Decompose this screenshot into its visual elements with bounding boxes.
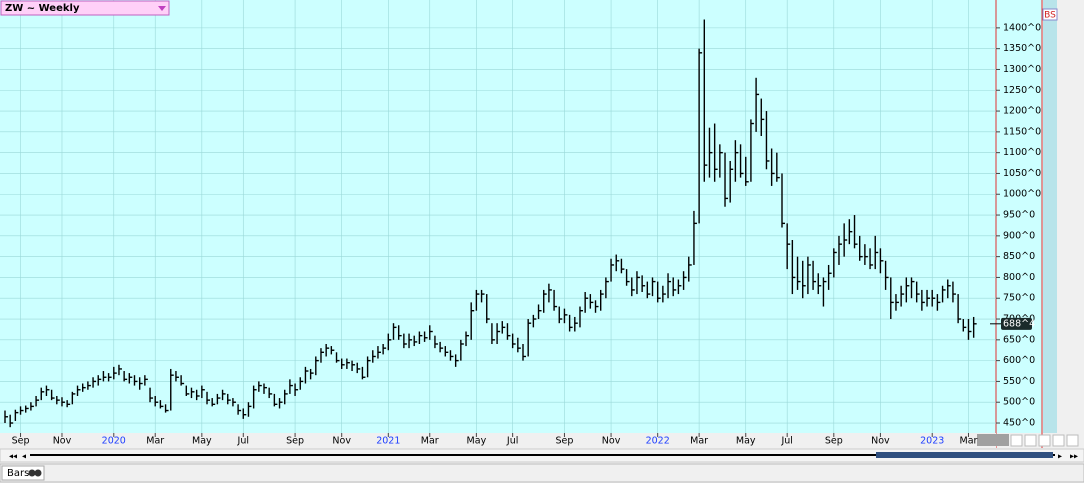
y-tick-label: 1000^0 (1003, 189, 1041, 200)
bars (4, 19, 977, 428)
x-tick-label: Sep (825, 436, 843, 447)
x-tick-label: Mar (146, 436, 164, 447)
plot-area (0, 0, 996, 433)
scroll-first[interactable]: ◂◂ (9, 452, 17, 461)
tab-icon (28, 469, 36, 477)
x-tick-label: Jul (506, 436, 518, 447)
last-price-label: 688^4 (1003, 318, 1035, 329)
tab-label[interactable]: Bars (7, 468, 29, 479)
y-tick-label: 1350^0 (1003, 43, 1041, 54)
tab[interactable] (1, 465, 45, 481)
x-tick-label: Sep (286, 436, 304, 447)
x-tick-label: Nov (332, 436, 351, 447)
x-tick-label: 2022 (646, 436, 670, 447)
y-tick-label: 750^0 (1003, 293, 1035, 304)
side-panel (1043, 0, 1057, 433)
nav-button[interactable] (1052, 434, 1065, 447)
nav-button[interactable] (1024, 434, 1037, 447)
nav-button[interactable] (1066, 434, 1079, 447)
y-tick-label: 800^0 (1003, 272, 1035, 283)
x-tick-label: Jul (237, 436, 249, 447)
x-tick-label: Sep (555, 436, 573, 447)
scroll-right[interactable]: ▸ (1058, 452, 1062, 461)
price-axis-area (996, 0, 1042, 433)
scroll-left[interactable]: ◂ (22, 452, 26, 461)
x-tick-label: Nov (53, 436, 72, 447)
x-tick-label: 2020 (102, 436, 126, 447)
scroll-marker (977, 434, 1009, 446)
x-tick-label: Nov (602, 436, 621, 447)
x-tick-label: Nov (871, 436, 890, 447)
y-tick-label: 1250^0 (1003, 85, 1041, 96)
x-tick-label: Sep (12, 436, 30, 447)
y-tick-label: 1100^0 (1003, 147, 1041, 158)
y-tick-label: 850^0 (1003, 251, 1035, 262)
y-tick-label: 950^0 (1003, 210, 1035, 221)
x-tick-label: May (736, 436, 756, 447)
x-tick-label: Mar (421, 436, 439, 447)
x-tick-label: Jul (780, 436, 792, 447)
scroll-last[interactable]: ▸▸ (1070, 452, 1078, 461)
dropdown-arrow[interactable] (158, 6, 166, 11)
bs-icon[interactable]: BS (1044, 11, 1056, 21)
grid (0, 0, 996, 433)
y-tick-label: 1300^0 (1003, 64, 1041, 75)
x-tick-label: May (467, 436, 487, 447)
nav-button[interactable] (1038, 434, 1051, 447)
bs-icon-box[interactable] (1042, 8, 1058, 21)
y-tick-label: 1400^0 (1003, 22, 1041, 33)
nav-button[interactable] (1010, 434, 1023, 447)
nav-buttons[interactable] (1010, 434, 1079, 447)
x-axis-area (0, 433, 996, 448)
x-tick-label: 2021 (376, 436, 400, 447)
y-tick-label: 550^0 (1003, 376, 1035, 387)
y-tick-label: 650^0 (1003, 334, 1035, 345)
bottom-bar (0, 463, 1084, 483)
x-tick-label: Mar (690, 436, 708, 447)
last-price-box (1001, 317, 1032, 330)
y-tick-label: 1200^0 (1003, 106, 1041, 117)
x-tick-label: May (192, 436, 212, 447)
y-tick-label: 600^0 (1003, 355, 1035, 366)
y-tick-label: 900^0 (1003, 230, 1035, 241)
symbol-dropdown[interactable] (0, 0, 170, 16)
y-tick-label: 1150^0 (1003, 126, 1041, 137)
x-tick-label: Mar (960, 436, 978, 447)
y-tick-label: 450^0 (1003, 418, 1035, 429)
y-tick-label: 1050^0 (1003, 168, 1041, 179)
y-tick-label: 500^0 (1003, 397, 1035, 408)
tab-icon (34, 469, 42, 477)
x-tick-label: 2023 (920, 436, 944, 447)
scroll-thumb[interactable] (876, 452, 1053, 458)
chart-title[interactable]: ZW ~ Weekly (5, 3, 80, 14)
